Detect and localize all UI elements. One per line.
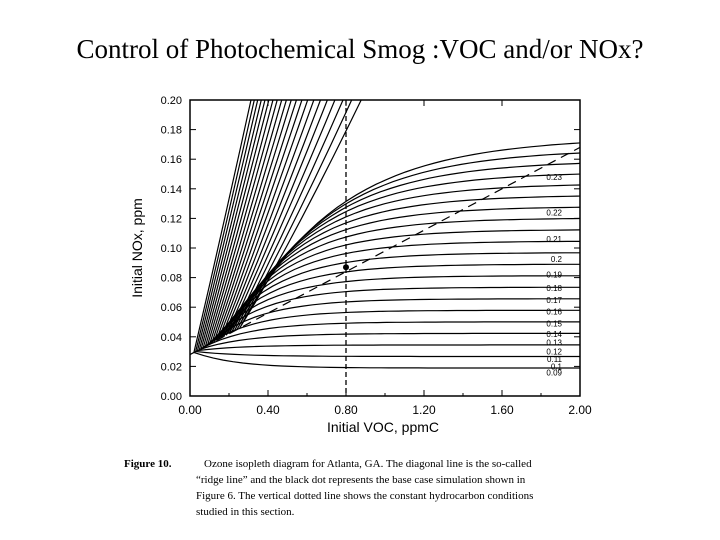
contour-label-0.09: 0.09 [546,368,562,377]
isopleth-line-0.09 [204,100,580,349]
caption-line-4: studied in this section. [196,506,295,518]
x-tick-label: 1.60 [490,403,514,417]
contour-label-0.11: 0.11 [547,355,563,364]
contour-label-0.18: 0.18 [546,284,562,293]
contour-label-0.12: 0.12 [546,348,562,357]
isopleth-line-0.05 [196,100,580,352]
x-tick-label: 2.00 [568,403,592,417]
y-tick-label: 0.20 [161,95,182,107]
contour-label-0.2: 0.2 [551,255,563,264]
caption-line-2: “ridge line” and the black dot represent… [196,474,526,486]
isopleth-line-0.21 [233,100,580,332]
slide-title: Control of Photochemical Smog :VOC and/o… [76,34,644,64]
isopleth-line-0.15 [218,100,580,340]
y-tick-label: 0.06 [161,302,182,314]
isopleth-line-0.2 [230,100,580,333]
y-tick-label: 0.10 [161,243,182,255]
y-tick-label: 0.14 [161,184,182,196]
isopleth-line-0.04 [194,100,580,358]
contour-label-0.15: 0.15 [546,319,562,328]
isopleth-line-0.19 [228,100,580,335]
y-tick-label: 0.00 [161,391,182,403]
caption-line-1: Ozone isopleth diagram for Atlanta, GA. … [204,458,532,470]
base-case-point [343,264,349,271]
contour-label-0.13: 0.13 [546,339,562,348]
x-tick-label: 0.80 [334,403,358,417]
contour-label-0.1: 0.1 [551,362,563,371]
x-tick-label: 1.20 [412,403,436,417]
x-tick-label: 0.40 [256,403,280,417]
contour-label-0.14: 0.14 [546,330,562,339]
contour-lines [193,100,580,369]
contour-label-0.22: 0.22 [546,208,562,217]
isopleth-line-0.14 [215,100,580,341]
contour-label-0.16: 0.16 [546,308,562,317]
x-tick-label: 0.00 [178,403,202,417]
y-tick-label: 0.18 [161,125,182,137]
contour-label-0.19: 0.19 [546,271,562,280]
isopleth-line-0.17 [223,100,580,337]
isopleth-line-0.1 [206,100,580,346]
y-tick-label: 0.16 [161,154,182,166]
contour-label-0.23: 0.23 [546,173,562,182]
isopleth-line-0.07 [200,100,580,350]
contour-label-0.21: 0.21 [546,235,562,244]
figure-label: Figure 10. [124,458,172,470]
isopleth-line-0.13 [213,100,580,343]
y-tick-label: 0.08 [161,273,182,285]
isopleth-line-0.11 [209,100,580,345]
isopleth-line-0.18 [225,100,580,336]
isopleth-line-0.23 [239,100,580,329]
y-tick-label: 0.02 [161,361,182,373]
isopleth-line-0.06 [198,100,580,351]
isopleth-line-0.03 [193,100,580,369]
y-tick-label: 0.04 [161,332,182,344]
caption-line-3: Figure 6. The vertical dotted line shows… [196,490,534,502]
plot-layer: 0.230.220.210.20.190.180.170.160.150.140… [161,95,592,417]
contour-label-0.17: 0.17 [546,296,562,305]
y-tick-label: 0.12 [161,213,182,225]
ozone-isopleth-chart: 0.230.220.210.20.190.180.170.160.150.140… [129,95,592,435]
x-axis-label: Initial VOC, ppmC [327,419,439,435]
isopleth-line-0.16 [220,100,580,339]
y-axis-label: Initial NOx, ppm [129,198,145,298]
isopleth-line-0.08 [202,100,580,349]
isopleth-line-0.12 [211,100,580,344]
figure-caption: Figure 10. Ozone isopleth diagram for Atl… [124,456,594,520]
ridge-line [189,146,581,356]
